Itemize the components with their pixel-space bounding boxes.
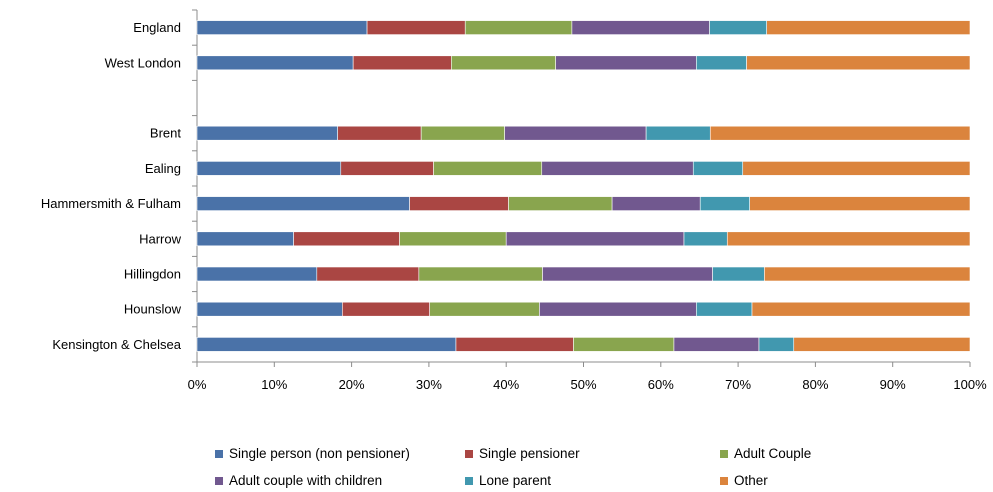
bar-segment xyxy=(683,231,728,247)
bar-segment xyxy=(196,196,410,211)
bar-segment xyxy=(196,125,338,141)
bar-segment xyxy=(764,266,971,282)
bar-segment xyxy=(749,196,971,211)
x-tick-label: 0% xyxy=(188,377,207,392)
x-tick-label: 30% xyxy=(416,377,442,392)
legend-label: Lone parent xyxy=(479,473,552,488)
x-tick-label: 40% xyxy=(493,377,519,392)
bar-segment xyxy=(539,301,697,317)
bar-segment xyxy=(573,337,675,352)
legend-swatch xyxy=(465,449,473,458)
bar-segment xyxy=(504,125,647,141)
legend-item: Single person (non pensioner) xyxy=(215,446,410,461)
bar-segment xyxy=(455,337,574,352)
bar-segment xyxy=(464,20,573,35)
legend-swatch xyxy=(465,476,473,485)
bar-segment xyxy=(337,125,422,141)
bar-segment xyxy=(793,337,971,352)
bar-segment xyxy=(420,125,505,141)
bar-segment xyxy=(352,55,452,71)
bar-segment xyxy=(555,55,697,71)
category-label: Hounslow xyxy=(124,302,182,317)
bar-segment xyxy=(699,196,750,211)
bar-segment xyxy=(196,161,342,176)
x-tick-label: 90% xyxy=(880,377,906,392)
bar-segment xyxy=(196,55,354,71)
bar-segment xyxy=(196,20,368,35)
bar-segment xyxy=(366,20,466,35)
category-label: Harrow xyxy=(139,231,182,246)
bar-segment xyxy=(196,337,457,352)
category-label: England xyxy=(133,20,181,35)
category-label: Hammersmith & Fulham xyxy=(41,196,181,211)
bar-segment xyxy=(429,301,540,317)
bar-segment xyxy=(709,125,971,141)
bar-segment xyxy=(751,301,971,317)
bar-segment xyxy=(418,266,543,282)
bar-segment xyxy=(673,337,760,352)
legend-item: Adult Couple xyxy=(720,446,811,461)
legend-swatch xyxy=(720,449,728,458)
bar-segment xyxy=(505,231,685,247)
bar-segment xyxy=(316,266,420,282)
bar-segment xyxy=(340,161,434,176)
legend-item: Lone parent xyxy=(465,473,551,488)
legend-label: Adult couple with children xyxy=(229,473,383,488)
x-tick-label: 10% xyxy=(261,377,287,392)
bar-segment xyxy=(726,231,971,247)
x-tick-label: 70% xyxy=(725,377,751,392)
bar-segment xyxy=(399,231,507,247)
bar-segment xyxy=(196,301,343,317)
bar-segment xyxy=(696,55,747,71)
x-tick-label: 60% xyxy=(648,377,674,392)
x-tick-label: 20% xyxy=(339,377,365,392)
x-tick-label: 80% xyxy=(802,377,828,392)
bar-segment xyxy=(451,55,556,71)
x-tick-label: 100% xyxy=(953,377,987,392)
bar-segment xyxy=(196,266,318,282)
legend-item: Adult couple with children xyxy=(215,473,382,488)
legend-item: Single pensioner xyxy=(465,446,580,461)
bar-segment xyxy=(696,301,753,317)
category-label: West London xyxy=(105,55,181,70)
category-label: Kensington & Chelsea xyxy=(52,337,181,352)
bar-segment xyxy=(766,20,971,35)
legend-item: Other xyxy=(720,473,768,488)
legend: Single person (non pensioner) Single pens… xyxy=(0,440,993,492)
stacked-bar-chart: England West London Brent Ealing Hammersmith… xyxy=(41,9,987,392)
bar-segment xyxy=(433,161,543,176)
bar-segment xyxy=(342,301,430,317)
bar-segment xyxy=(742,161,971,176)
bar-segment xyxy=(611,196,701,211)
bar-segment xyxy=(541,161,694,176)
bar-segment xyxy=(645,125,711,141)
legend-swatch xyxy=(215,449,223,458)
bar-segment xyxy=(542,266,713,282)
legend-label: Single person (non pensioner) xyxy=(229,446,410,461)
legend-swatch xyxy=(720,476,728,485)
bar-segment xyxy=(709,20,768,35)
category-label: Brent xyxy=(150,126,181,141)
category-label: Ealing xyxy=(145,161,181,176)
bar-segment xyxy=(692,161,744,176)
bar-segment xyxy=(746,55,971,71)
x-tick-label: 50% xyxy=(570,377,596,392)
legend-label: Other xyxy=(734,473,768,488)
category-label: Hillingdon xyxy=(124,267,181,282)
bar-segment xyxy=(758,337,795,352)
legend-swatch xyxy=(215,476,223,485)
legend-label: Adult Couple xyxy=(734,446,812,461)
bar-segment xyxy=(196,231,294,247)
bar-segment xyxy=(409,196,509,211)
legend-label: Single pensioner xyxy=(479,446,580,461)
bar-segment xyxy=(571,20,710,35)
bar-segment xyxy=(712,266,765,282)
bar-segment xyxy=(293,231,400,247)
bar-segment xyxy=(508,196,613,211)
